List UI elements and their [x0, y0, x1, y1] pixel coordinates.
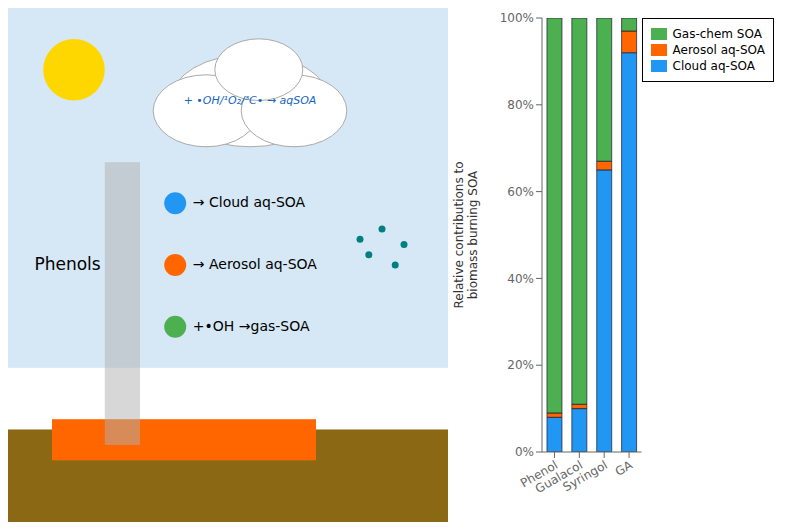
svg-text:GA: GA: [613, 457, 636, 478]
svg-text:Phenol: Phenol: [518, 457, 561, 491]
svg-text:Gualacol: Gualacol: [532, 457, 586, 497]
svg-text:60%: 60%: [507, 185, 534, 199]
svg-text:Phenols: Phenols: [34, 254, 100, 274]
svg-text:→ Cloud aq-SOA: → Cloud aq-SOA: [193, 194, 306, 210]
svg-text:40%: 40%: [507, 272, 534, 286]
svg-text:+•OH →gas-SOA: +•OH →gas-SOA: [193, 318, 310, 334]
svg-text:→ Aerosol aq-SOA: → Aerosol aq-SOA: [193, 256, 318, 272]
svg-text:80%: 80%: [507, 98, 534, 112]
svg-text:20%: 20%: [507, 358, 534, 372]
html-text:Cloud aq-SOA: Cloud aq-SOA: [672, 59, 755, 73]
svg-text:Syringol: Syringol: [561, 458, 610, 495]
svg-text:100%: 100%: [500, 11, 534, 25]
svg-text:Relative contributions tobioma: Relative contributions tobiomass burning…: [452, 161, 480, 308]
html-text:Gas-chem SOA: Gas-chem SOA: [672, 27, 762, 41]
svg-text:+ •OH/¹O₂/³C• → aqSOA: + •OH/¹O₂/³C• → aqSOA: [184, 94, 317, 107]
svg-text:0%: 0%: [515, 445, 534, 459]
html-text:Aerosol aq-SOA: Aerosol aq-SOA: [672, 43, 765, 57]
